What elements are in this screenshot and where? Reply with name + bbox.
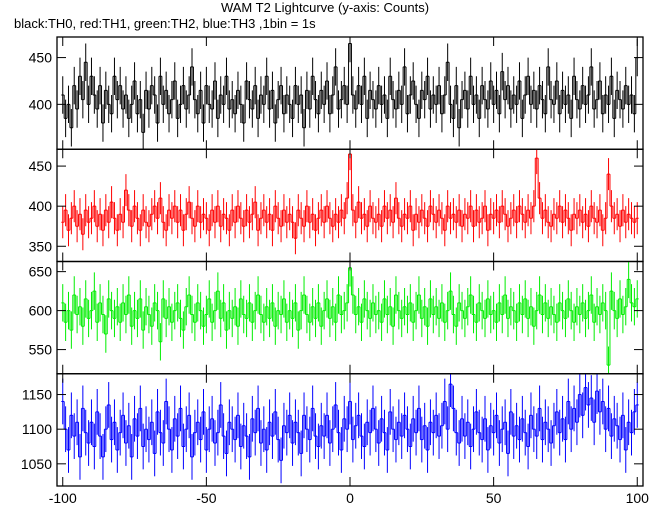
panel-frame [56,373,644,487]
x-tick-label: 100 [626,490,650,505]
y-tick-label: 400 [29,96,53,112]
y-tick-label: 650 [29,264,53,280]
y-tick-label: 550 [29,342,53,358]
y-tick-label: 1100 [22,421,52,437]
panel-1 [61,149,639,255]
y-tick-label: 1150 [22,387,52,403]
y-tick-label: 600 [29,303,53,319]
y-tick-label: 1050 [21,456,52,472]
panel-0 [61,37,639,150]
panel-2 [61,261,639,374]
x-tick-label: -100 [49,490,77,505]
y-tick-label: 350 [29,238,53,254]
x-tick-label: 0 [346,490,354,505]
x-tick-label: -50 [196,490,216,505]
y-tick-label: 450 [29,158,53,174]
y-tick-label: 450 [29,50,53,66]
chart-title: WAM T2 Lightcurve (y-axis: Counts) [221,0,429,15]
x-tick-label: 50 [486,490,502,505]
y-tick-label: 400 [29,198,53,214]
chart-subtitle: black:TH0, red:TH1, green:TH2, blue:TH3 … [14,16,316,31]
panel-3 [61,373,639,484]
